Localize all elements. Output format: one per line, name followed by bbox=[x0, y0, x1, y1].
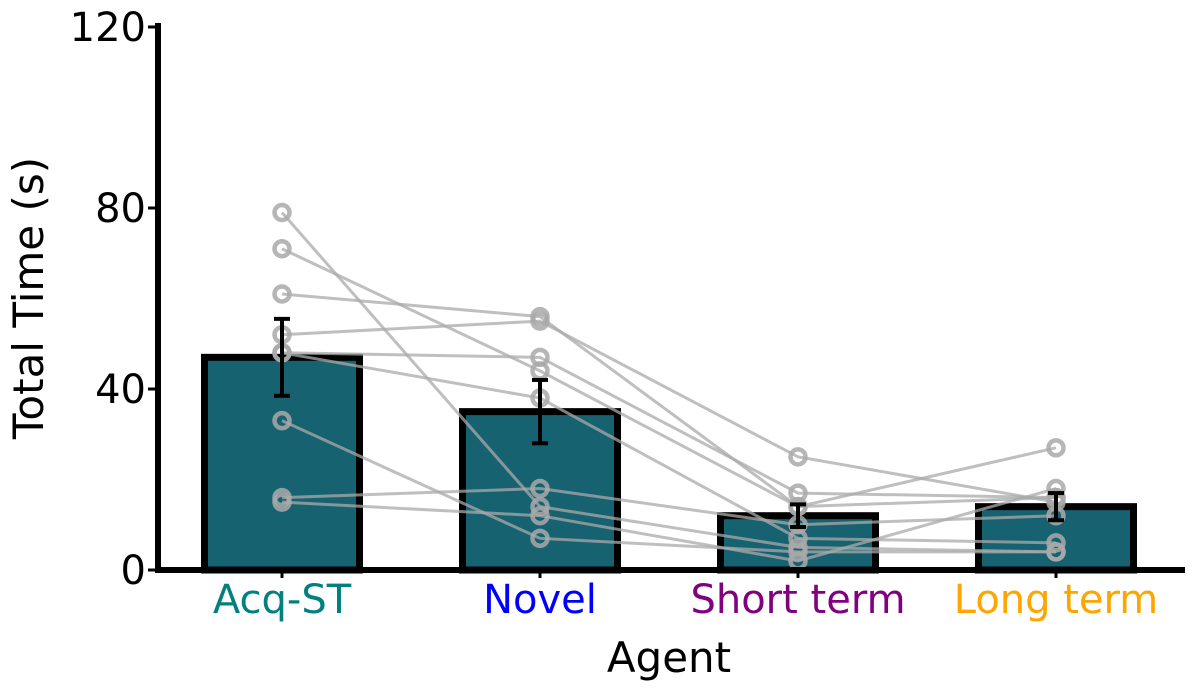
subject-point bbox=[530, 311, 550, 331]
subject-line-3 bbox=[281, 292, 1057, 509]
subject-point bbox=[272, 492, 292, 512]
y-tick-label: 80 bbox=[95, 186, 146, 232]
error-bar bbox=[532, 377, 548, 446]
axes-layer bbox=[148, 23, 1185, 578]
subject-point bbox=[788, 447, 808, 467]
subject-line-6 bbox=[281, 351, 1057, 545]
labels-layer: 0 40 80 120 Acq-ST Novel Short term Long term bbox=[70, 5, 1159, 623]
error-bar bbox=[1048, 491, 1064, 523]
error-bar bbox=[274, 316, 290, 398]
subject-point bbox=[530, 347, 550, 368]
individual-lines-layer bbox=[272, 202, 1066, 571]
x-axis-label: Agent bbox=[607, 633, 731, 682]
error-bar bbox=[790, 502, 806, 530]
y-tick-label: 120 bbox=[70, 5, 146, 51]
subject-line-7 bbox=[281, 419, 1056, 554]
subject-point bbox=[1046, 438, 1066, 458]
subject-line-4 bbox=[281, 319, 1057, 504]
subject-point bbox=[272, 238, 292, 259]
subject-point bbox=[530, 528, 550, 549]
subject-point bbox=[530, 478, 550, 499]
x-tick-label: Short term bbox=[690, 577, 905, 623]
subject-line-8 bbox=[281, 487, 1057, 527]
subject-point bbox=[1046, 533, 1066, 553]
subject-point bbox=[272, 284, 292, 304]
subject-point bbox=[272, 202, 292, 223]
subject-point bbox=[530, 496, 550, 517]
subject-line-2 bbox=[281, 247, 1057, 509]
subject-point bbox=[530, 505, 550, 526]
x-tick-label: Long term bbox=[954, 577, 1159, 623]
subject-point bbox=[272, 410, 292, 431]
error-bars-layer bbox=[274, 316, 1064, 530]
x-tick-label: Novel bbox=[483, 577, 597, 623]
y-tick-label: 0 bbox=[121, 548, 146, 594]
y-tick-label: 40 bbox=[95, 367, 146, 413]
subject-point bbox=[1046, 542, 1066, 562]
subject-line-1 bbox=[280, 211, 1057, 554]
subject-point bbox=[788, 483, 808, 503]
x-tick-label: Acq-ST bbox=[213, 577, 352, 623]
y-axis-label: Total Time (s) bbox=[4, 157, 53, 440]
subject-line-5 bbox=[281, 351, 1057, 500]
subject-line-9 bbox=[281, 487, 1057, 563]
